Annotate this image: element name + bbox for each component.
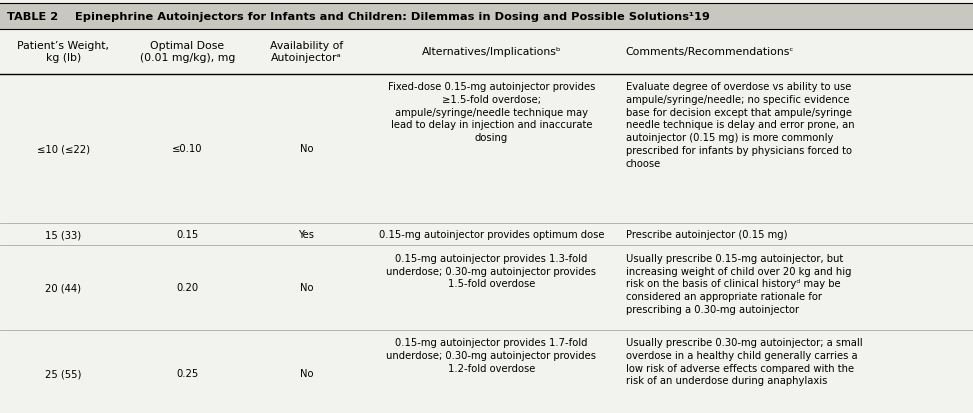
Text: Patient’s Weight,
kg (lb): Patient’s Weight, kg (lb) <box>18 41 109 63</box>
Text: Yes: Yes <box>299 230 314 240</box>
Text: Epinephrine Autoinjectors for Infants and Children: Dilemmas in Dosing and Possi: Epinephrine Autoinjectors for Infants an… <box>63 12 710 22</box>
Text: Prescribe autoinjector (0.15 mg): Prescribe autoinjector (0.15 mg) <box>626 230 787 240</box>
Text: TABLE 2: TABLE 2 <box>7 12 58 22</box>
Text: 0.20: 0.20 <box>176 283 198 293</box>
Text: 0.15-mg autoinjector provides 1.7-fold
underdose; 0.30-mg autoinjector provides
: 0.15-mg autoinjector provides 1.7-fold u… <box>386 337 596 373</box>
Text: No: No <box>300 144 313 154</box>
Bar <box>0 30 973 74</box>
Text: Evaluate degree of overdose vs ability to use
ampule/syringe/needle; no specific: Evaluate degree of overdose vs ability t… <box>626 82 854 169</box>
Bar <box>0 4 973 30</box>
Text: 0.15-mg autoinjector provides optimum dose: 0.15-mg autoinjector provides optimum do… <box>378 230 604 240</box>
Text: No: No <box>300 283 313 293</box>
Text: 25 (55): 25 (55) <box>45 368 82 378</box>
Text: Optimal Dose
(0.01 mg/kg), mg: Optimal Dose (0.01 mg/kg), mg <box>139 41 235 63</box>
Text: 20 (44): 20 (44) <box>46 283 81 293</box>
Text: 0.25: 0.25 <box>176 368 198 378</box>
Text: 0.15: 0.15 <box>176 230 198 240</box>
Text: 15 (33): 15 (33) <box>45 230 82 240</box>
Text: Comments/Recommendationsᶜ: Comments/Recommendationsᶜ <box>626 47 794 57</box>
Text: ≤0.10: ≤0.10 <box>172 144 202 154</box>
Text: ≤10 (≤22): ≤10 (≤22) <box>37 144 90 154</box>
Text: No: No <box>300 368 313 378</box>
Text: Usually prescribe 0.30-mg autoinjector; a small
overdose in a healthy child gene: Usually prescribe 0.30-mg autoinjector; … <box>626 337 862 385</box>
Text: Alternatives/Implicationsᵇ: Alternatives/Implicationsᵇ <box>421 47 561 57</box>
Text: Fixed-dose 0.15-mg autoinjector provides
≥1.5-fold overdose;
ampule/syringe/need: Fixed-dose 0.15-mg autoinjector provides… <box>387 82 595 143</box>
Text: Usually prescribe 0.15-mg autoinjector, but
increasing weight of child over 20 k: Usually prescribe 0.15-mg autoinjector, … <box>626 253 851 314</box>
Text: Availability of
Autoinjectorᵃ: Availability of Autoinjectorᵃ <box>270 41 343 63</box>
Text: 0.15-mg autoinjector provides 1.3-fold
underdose; 0.30-mg autoinjector provides
: 0.15-mg autoinjector provides 1.3-fold u… <box>386 253 596 289</box>
